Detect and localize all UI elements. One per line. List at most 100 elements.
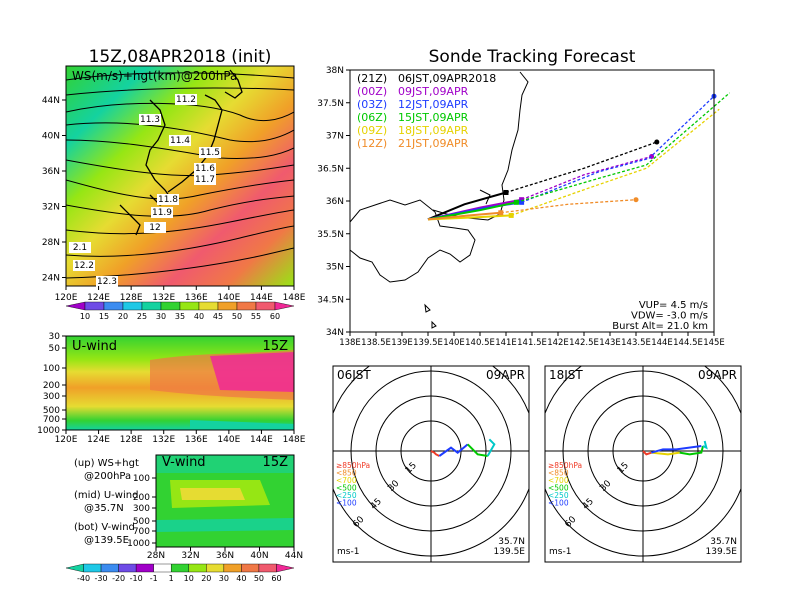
track-legend-text: 06JST,09APR2018 <box>398 72 496 85</box>
v-y-tick-label: 100 <box>133 474 150 484</box>
hodo-ring-label: 60 <box>563 515 578 530</box>
bottom-colorbar-swatch <box>241 563 260 573</box>
hodo-level-label: <500 <box>336 484 357 493</box>
ws-contour-label-bg <box>169 135 191 146</box>
u-x-tick-label: 132E <box>152 435 175 445</box>
ws-colorbar-swatch <box>179 301 200 311</box>
track-y-tick-label: 37N <box>326 132 344 142</box>
ws-contour-label-bg <box>199 147 221 158</box>
track-x-tick-label: 144.5E <box>673 338 703 348</box>
tracking-title: Sonde Tracking Forecast <box>429 47 636 67</box>
ws-colorbar-label: 45 <box>213 312 223 321</box>
track-descent-1 <box>521 155 652 201</box>
track-x-tick-label: 141E <box>495 338 517 348</box>
track-ascent-0 <box>427 191 507 221</box>
panel-note-line2: @35.7N <box>84 503 124 514</box>
hodo-plot <box>333 366 529 562</box>
hodo-lon: 139.5E <box>494 547 526 557</box>
track-descent-0 <box>505 141 658 194</box>
hodo-level-label: <250 <box>336 491 357 500</box>
ws-colorbar-label: 50 <box>232 312 242 321</box>
ws-contour-label: 11.3 <box>140 115 160 125</box>
bottom-colorbar-label: 20 <box>201 574 211 583</box>
bottom-colorbar: -40 -30 -20 -10 -1 1 10 20 30 40 50 60 <box>65 563 295 583</box>
ws-colorbar-swatch <box>122 301 143 311</box>
hodo-trace <box>702 440 708 450</box>
u-x-tick-label: 148E <box>283 435 306 445</box>
ws-y-tick-label: 28N <box>42 238 60 248</box>
hodo-frame <box>544 365 742 563</box>
track-landing-marker <box>633 197 639 203</box>
tracking-lines <box>427 92 731 221</box>
track-burst-marker <box>519 199 525 205</box>
tracking-legend: (21Z) 06JST,09APR2018 (00Z) 09JST,09APR (03Z… <box>357 72 496 150</box>
track-y-tick-label: 36.5N <box>317 164 344 174</box>
ws-contour-label-bg <box>175 94 197 105</box>
track-descent-4 <box>510 108 720 217</box>
hodo-lat: 35.7N <box>498 537 525 547</box>
ws-colorbar-swatch <box>103 301 124 311</box>
track-descent-5 <box>500 199 637 214</box>
hodo-frame <box>332 365 530 563</box>
ws-x-tick-label: 128E <box>120 293 143 303</box>
bottom-colorbar-label: 50 <box>254 574 264 583</box>
hodo-ring-label: 30 <box>598 479 613 494</box>
track-burst-marker <box>503 189 509 195</box>
track-legend-text: 09JST,09APR <box>398 85 469 98</box>
track-legend-code: (09Z) <box>357 124 387 137</box>
track-x-tick-label: 139.5E <box>413 338 443 348</box>
hodo-trace <box>651 451 680 456</box>
bottom-colorbar-swatch <box>153 563 172 573</box>
track-ascent-5 <box>427 211 501 221</box>
tracking-x-ticks: 138E 138.5E 139E 139.5E 140E 140.5E 141E 141.5E… <box>339 332 725 348</box>
ws-y-ticks: 44N 40N 36N 32N 28N 24N <box>42 96 66 284</box>
hodo-level-label: <850 <box>336 469 357 478</box>
track-x-tick-label: 143.5E <box>621 338 651 348</box>
ws-x-tick-label: 132E <box>152 293 175 303</box>
panel-note-line2: @139.5E <box>84 535 129 546</box>
u-x-tick-label: 124E <box>87 435 110 445</box>
u-y-tick-label: 1000 <box>37 426 60 436</box>
track-x-tick-label: 144E <box>651 338 673 348</box>
v-y-tick-label: 500 <box>133 517 150 527</box>
track-x-tick-label: 142.5E <box>569 338 599 348</box>
track-x-tick-label: 143E <box>599 338 621 348</box>
bottom-colorbar-swatch <box>223 563 242 573</box>
u-y-tick-label: 30 <box>49 332 61 342</box>
u-wind-label: U-wind <box>72 339 117 354</box>
v-x-tick-label: 44N <box>285 551 303 561</box>
ws-x-tick-label: 136E <box>185 293 208 303</box>
v-wind-label: V-wind <box>162 455 206 470</box>
ws-colorbar-label: 40 <box>194 312 204 321</box>
bottom-colorbar-label: -40 <box>77 574 90 583</box>
hodo-plot <box>545 366 741 562</box>
v-wind-x-ticks: 28N 32N 36N 40N 44N <box>147 547 303 561</box>
u-y-tick-label: 200 <box>43 381 60 391</box>
ws-colorbar-swatch <box>141 301 162 311</box>
track-legend-code: (03Z) <box>357 98 387 111</box>
track-burst-marker <box>508 212 514 218</box>
u-y-tick-label: 700 <box>43 415 60 425</box>
hodo-trace <box>430 450 440 457</box>
hodo-lon: 139.5E <box>706 547 738 557</box>
bottom-colorbar-label: -20 <box>112 574 125 583</box>
ws-colorbar-label: 60 <box>270 312 280 321</box>
ws-x-tick-label: 144E <box>250 293 273 303</box>
track-x-tick-label: 138E <box>339 338 361 348</box>
track-burst-marker <box>519 197 525 203</box>
ws-colorbar: 10 15 20 25 30 35 40 45 50 55 60 <box>65 301 295 321</box>
bottom-colorbar-label: 10 <box>184 574 194 583</box>
ws-x-ticks: 120E 124E 128E 132E 136E 140E 144E 148E <box>55 286 306 303</box>
track-ascent-3 <box>427 201 517 221</box>
ws-y-tick-label: 36N <box>42 167 60 177</box>
hodo-lat: 35.7N <box>710 537 737 547</box>
hodo-level-label: <700 <box>548 476 569 485</box>
ws-x-tick-label: 120E <box>55 293 78 303</box>
u-x-tick-label: 120E <box>55 435 78 445</box>
hodo-trace <box>642 450 652 456</box>
panel-note-line1: (up) WS+hgt <box>74 458 139 469</box>
v-y-tick-label: 200 <box>133 493 150 503</box>
track-x-tick-label: 142E <box>547 338 569 348</box>
bottom-colorbar-swatch <box>65 563 84 573</box>
